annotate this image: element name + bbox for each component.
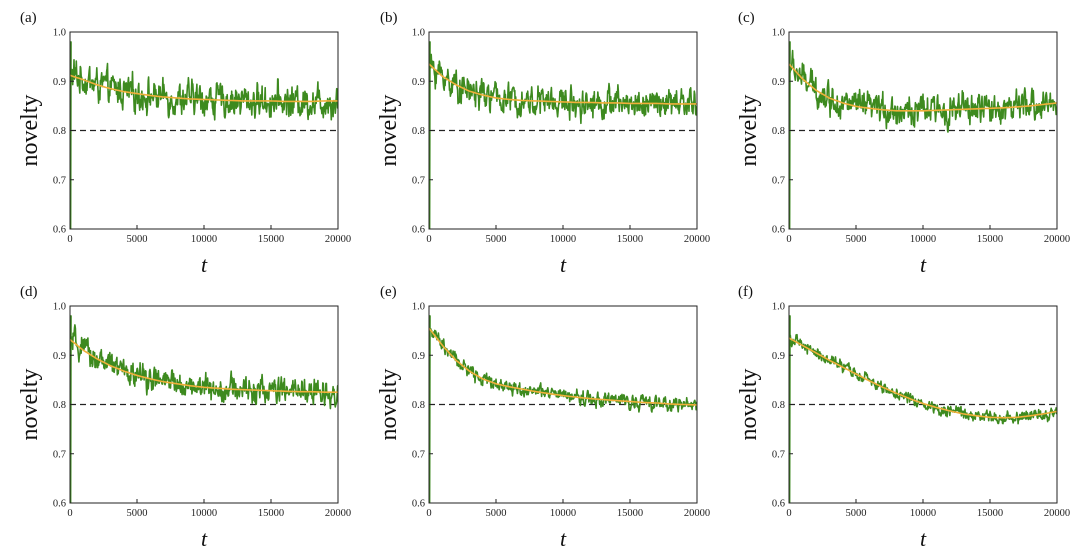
panel-e-xlabel: t bbox=[560, 526, 567, 551]
panel-a-fit-line bbox=[70, 74, 338, 103]
panel-e: (e) 0 5000 10000 15000 20000 0.6 0.7 0.8 0.9 1.0 no… bbox=[376, 284, 710, 551]
panel-b-ytick-label: 0.6 bbox=[412, 225, 425, 236]
panel-b-xtick-label: 15000 bbox=[617, 234, 643, 245]
panel-f-xtick-label: 15000 bbox=[977, 508, 1003, 519]
panel-a-ytick-label: 1.0 bbox=[53, 28, 66, 39]
panel-e-xtick-label: 0 bbox=[426, 508, 431, 519]
panel-b-xtick-label: 5000 bbox=[486, 234, 507, 245]
panel-a-ylabel: novelty bbox=[17, 95, 43, 167]
panel-f-ylabel: novelty bbox=[736, 369, 762, 441]
panel-b-ytick-label: 0.7 bbox=[412, 175, 425, 186]
panel-d: (d) 0 5000 10000 15000 20000 0.6 0.7 0.8 0.9 1.0 no… bbox=[17, 284, 351, 551]
panel-e-xtick-label: 5000 bbox=[486, 508, 507, 519]
panel-c-label: (c) bbox=[738, 10, 755, 26]
panel-b-xtick-label: 20000 bbox=[684, 234, 710, 245]
panel-c-xtick-label: 15000 bbox=[977, 234, 1003, 245]
panel-c-xtick-label: 20000 bbox=[1044, 234, 1070, 245]
panel-c-ytick-label: 0.7 bbox=[772, 175, 785, 186]
panel-d-ylabel: novelty bbox=[17, 369, 43, 441]
panel-d-xtick-label: 15000 bbox=[258, 508, 284, 519]
panel-c-ytick-label: 1.0 bbox=[772, 28, 785, 39]
panel-a-xlabel: t bbox=[201, 252, 208, 277]
panel-d-raw-series bbox=[70, 315, 338, 503]
panel-d-fit-line bbox=[70, 338, 338, 393]
panel-e-ytick-label: 0.9 bbox=[412, 351, 425, 362]
panel-a: (a) 0 5000 10000 15000 20000 0.6 0.7 0.8 0.9 1.0 no… bbox=[17, 10, 351, 277]
panel-c-xtick-label: 10000 bbox=[910, 234, 936, 245]
panel-a-xtick-label: 5000 bbox=[127, 234, 148, 245]
panel-b-xlabel: t bbox=[560, 252, 567, 277]
panel-c: (c) 0 5000 10000 15000 20000 0.6 0.7 0.8 0.9 1.0 no… bbox=[736, 10, 1070, 277]
panel-b-raw-series bbox=[429, 41, 697, 229]
panel-c-ytick-label: 0.6 bbox=[772, 225, 785, 236]
panel-f-label: (f) bbox=[738, 284, 753, 300]
panel-c-fit-line bbox=[789, 63, 1057, 112]
panel-b-label: (b) bbox=[380, 10, 398, 26]
panel-f-fit-line bbox=[789, 337, 1057, 419]
panel-a-ytick-label: 0.7 bbox=[53, 175, 66, 186]
panel-e-xtick-label: 10000 bbox=[550, 508, 576, 519]
panel-d-ytick-label: 0.7 bbox=[53, 449, 66, 460]
panel-e-label: (e) bbox=[380, 284, 397, 300]
panel-c-ytick-label: 0.9 bbox=[772, 77, 785, 88]
panel-c-ytick-label: 0.8 bbox=[772, 126, 785, 137]
panel-a-xtick-label: 20000 bbox=[325, 234, 351, 245]
panel-f-xtick-label: 0 bbox=[786, 508, 791, 519]
panel-f-xtick-label: 5000 bbox=[846, 508, 867, 519]
panel-d-ytick-label: 0.9 bbox=[53, 351, 66, 362]
panel-e-fit-line bbox=[429, 327, 697, 406]
panel-b-ylabel: novelty bbox=[376, 95, 402, 167]
panel-e-ytick-label: 1.0 bbox=[412, 302, 425, 313]
panel-a-label: (a) bbox=[20, 10, 37, 26]
panel-f-xtick-label: 20000 bbox=[1044, 508, 1070, 519]
panel-d-ytick-label: 1.0 bbox=[53, 302, 66, 313]
panel-a-xtick-label: 15000 bbox=[258, 234, 284, 245]
panel-b: (b) 0 5000 10000 15000 20000 0.6 0.7 0.8 0.9 1.0 no… bbox=[376, 10, 710, 277]
panel-c-raw-series bbox=[789, 41, 1057, 229]
panel-f-xtick-label: 10000 bbox=[910, 508, 936, 519]
panel-f-ytick-label: 0.8 bbox=[772, 400, 785, 411]
panel-a-ytick-label: 0.6 bbox=[53, 225, 66, 236]
panel-d-xtick-label: 5000 bbox=[127, 508, 148, 519]
panel-b-fit-line bbox=[429, 63, 697, 105]
panel-a-ytick-label: 0.8 bbox=[53, 126, 66, 137]
panel-a-raw-series bbox=[70, 41, 338, 229]
panel-f-ytick-label: 1.0 bbox=[772, 302, 785, 313]
panel-f-ytick-label: 0.7 bbox=[772, 449, 785, 460]
panel-b-ytick-label: 1.0 bbox=[412, 28, 425, 39]
panel-f: (f) 0 5000 10000 15000 20000 0.6 0.7 0.8 0.9 1.0 no… bbox=[736, 284, 1070, 551]
panel-b-xtick-label: 10000 bbox=[550, 234, 576, 245]
panel-b-ytick-label: 0.9 bbox=[412, 77, 425, 88]
panel-d-xtick-label: 0 bbox=[67, 508, 72, 519]
panel-f-raw-series bbox=[789, 315, 1057, 503]
panel-e-xtick-label: 15000 bbox=[617, 508, 643, 519]
panel-c-xtick-label: 0 bbox=[786, 234, 791, 245]
panel-d-xlabel: t bbox=[201, 526, 208, 551]
panel-d-xtick-label: 10000 bbox=[191, 508, 217, 519]
panel-e-raw-series bbox=[429, 315, 697, 503]
panel-d-xtick-label: 20000 bbox=[325, 508, 351, 519]
panel-f-ytick-label: 0.9 bbox=[772, 351, 785, 362]
panel-d-ytick-label: 0.8 bbox=[53, 400, 66, 411]
panel-b-xtick-label: 0 bbox=[426, 234, 431, 245]
panel-b-ytick-label: 0.8 bbox=[412, 126, 425, 137]
panel-d-ytick-label: 0.6 bbox=[53, 499, 66, 510]
panel-a-xtick-label: 10000 bbox=[191, 234, 217, 245]
panel-f-ytick-label: 0.6 bbox=[772, 499, 785, 510]
panel-c-xlabel: t bbox=[920, 252, 927, 277]
panel-e-ytick-label: 0.6 bbox=[412, 499, 425, 510]
panel-a-ytick-label: 0.9 bbox=[53, 77, 66, 88]
panel-d-label: (d) bbox=[20, 284, 38, 300]
panel-e-xtick-label: 20000 bbox=[684, 508, 710, 519]
panel-c-ylabel: novelty bbox=[736, 95, 762, 167]
panel-e-ytick-label: 0.8 bbox=[412, 400, 425, 411]
panel-a-xtick-label: 0 bbox=[67, 234, 72, 245]
panel-f-xlabel: t bbox=[920, 526, 927, 551]
panel-c-xtick-label: 5000 bbox=[846, 234, 867, 245]
panel-e-ytick-label: 0.7 bbox=[412, 449, 425, 460]
panel-e-ylabel: novelty bbox=[376, 369, 402, 441]
